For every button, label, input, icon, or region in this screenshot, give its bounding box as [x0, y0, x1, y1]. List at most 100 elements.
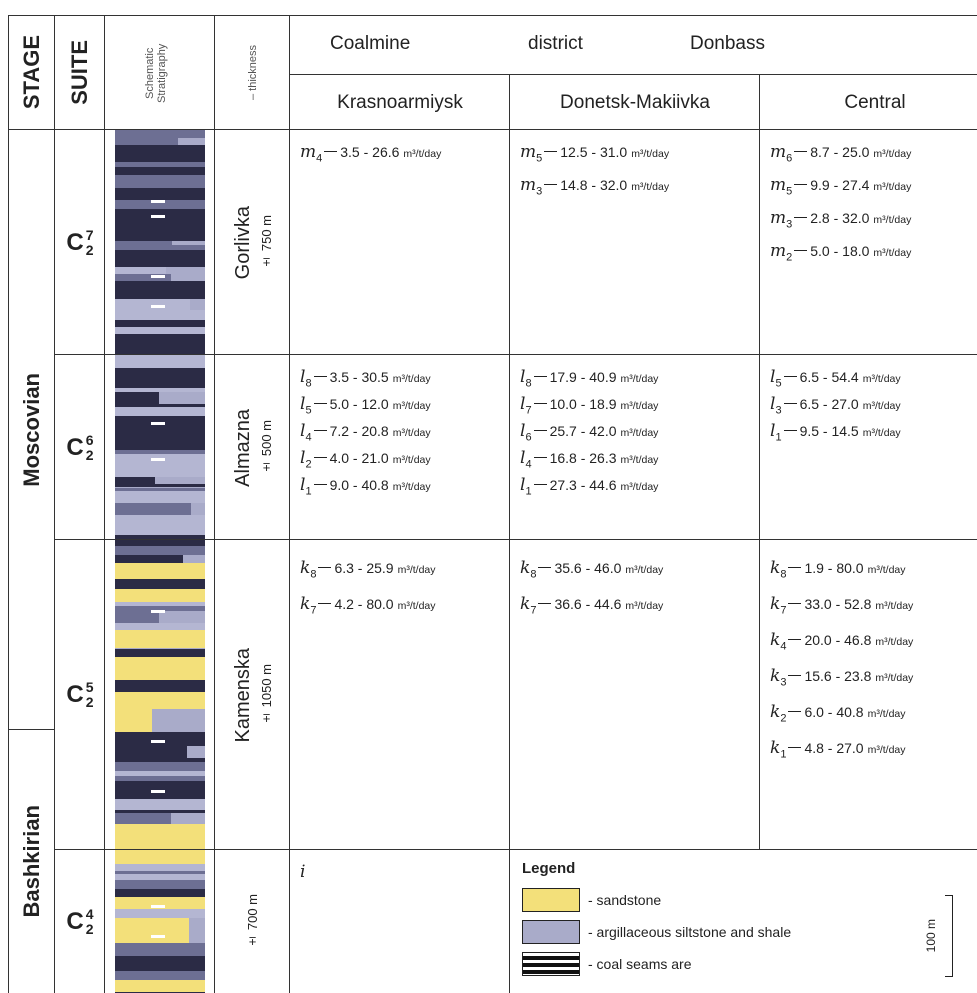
seam: m4	[300, 142, 322, 164]
range: 35.6 - 46.0	[554, 560, 621, 576]
suite-sup: 6	[86, 433, 94, 448]
legend-label: - argillaceous siltstone and shale	[588, 924, 791, 940]
suite-sub: 2	[86, 448, 94, 463]
range: 7.2 - 20.8	[330, 423, 389, 439]
unit: m³/t/day	[625, 600, 663, 612]
suite-base: C	[66, 908, 83, 936]
schematic-cell	[105, 130, 215, 355]
seam: l8	[300, 367, 312, 389]
seam-entry: l127.3 - 44.6m³/t/day	[520, 475, 658, 497]
unit: m³/t/day	[873, 181, 911, 193]
suite-symbol: C42	[55, 850, 105, 993]
seam-entry: l47.2 - 20.8m³/t/day	[300, 421, 431, 443]
data-cell	[290, 850, 510, 993]
range: 3.5 - 26.6	[340, 144, 399, 160]
thickness-wrap: ± 700 m	[215, 850, 290, 993]
schematic-label-wrap: Schematic Stratigraphy	[105, 15, 215, 130]
seam: k1	[770, 738, 786, 760]
dash	[794, 151, 807, 152]
legend-swatch	[522, 888, 580, 912]
seam-entry: k315.6 - 23.8m³/t/day	[770, 666, 913, 688]
seam-index: 7	[310, 604, 316, 616]
seam-index: 7	[780, 604, 786, 616]
dash	[534, 403, 547, 404]
seam-index: 8	[530, 568, 536, 580]
seam-index: 3	[780, 676, 786, 688]
seam-index: 7	[525, 404, 531, 416]
seam-entry: k736.6 - 44.6m³/t/day	[520, 594, 663, 616]
suite-sub: 2	[86, 922, 94, 937]
seam-index: 2	[305, 458, 311, 470]
range: 12.5 - 31.0	[560, 144, 627, 160]
seam-entry: k26.0 - 40.8m³/t/day	[770, 702, 906, 724]
legend-label: - coal seams are	[588, 956, 691, 972]
range: 20.0 - 46.8	[804, 632, 871, 648]
stage-label-wrap: STAGE	[8, 15, 55, 130]
range: 16.8 - 26.3	[550, 450, 617, 466]
district-title: district	[528, 33, 583, 55]
seam: k7	[300, 594, 316, 616]
stage-name-wrap: Moscovian	[8, 130, 55, 730]
dash	[538, 567, 551, 568]
district-title: Donbass	[690, 33, 765, 55]
range: 4.0 - 21.0	[330, 450, 389, 466]
seam-index: 7	[530, 604, 536, 616]
seam-entry: l710.0 - 18.9m³/t/day	[520, 394, 658, 416]
seam-index: 3	[536, 185, 542, 197]
seam-index: 2	[780, 712, 786, 724]
seam-entry: l416.8 - 26.3m³/t/day	[520, 448, 658, 470]
seam-index: 4	[305, 431, 311, 443]
dash	[544, 184, 557, 185]
seam: k2	[770, 702, 786, 724]
schematic-cell	[105, 540, 215, 850]
dash	[784, 403, 797, 404]
legend-swatch	[522, 920, 580, 944]
seam-entry: m512.5 - 31.0m³/t/day	[520, 142, 669, 164]
dash	[534, 430, 547, 431]
dash	[314, 430, 327, 431]
seam-entry: l2 4.0 - 21.0 m³/t/day	[300, 448, 431, 470]
seam-entry: l817.9 - 40.9m³/t/day	[520, 367, 658, 389]
seam-index: 5	[775, 377, 781, 389]
stratigraphy-table: STAGESUITESchematic Stratigraphy– thickn…	[0, 0, 977, 993]
range: 3.5 - 30.5	[330, 369, 389, 385]
dash	[788, 675, 801, 676]
unit: m³/t/day	[631, 181, 669, 193]
seam-entry: l83.5 - 30.5m³/t/day	[300, 367, 431, 389]
seam: k4	[770, 630, 786, 652]
dash	[788, 747, 801, 748]
seam-index: 5	[536, 152, 542, 164]
seam-index: 8	[310, 568, 316, 580]
unit: m³/t/day	[873, 148, 911, 160]
unit: m³/t/day	[403, 148, 441, 160]
range: 8.7 - 25.0	[810, 144, 869, 160]
dash	[314, 376, 327, 377]
range: 25.7 - 42.0	[550, 423, 617, 439]
unit: m³/t/day	[875, 600, 913, 612]
range: 5.0 - 12.0	[330, 396, 389, 412]
range: 5.0 - 18.0	[810, 243, 869, 259]
suite-label-wrap: SUITE	[55, 15, 105, 130]
suite-sup: 5	[86, 680, 94, 695]
unit: m³/t/day	[393, 454, 431, 466]
seam: l2	[300, 448, 312, 470]
range: 9.5 - 14.5	[800, 423, 859, 439]
dash	[318, 603, 331, 604]
thickness-wrap: Kamenska± 1050 m	[215, 540, 290, 850]
unit: m³/t/day	[631, 148, 669, 160]
unit: m³/t/day	[873, 214, 911, 226]
seam-entry: l56.5 - 54.4m³/t/day	[770, 367, 901, 389]
range: 15.6 - 23.8	[804, 668, 871, 684]
unit: m³/t/day	[621, 400, 659, 412]
seam-entry: i	[300, 862, 305, 882]
column-title: Krasnoarmiysk	[290, 75, 510, 130]
seam-entry: l19.0 - 40.8m³/t/day	[300, 475, 431, 497]
legend-cell	[510, 850, 977, 993]
dash	[534, 457, 547, 458]
legend-title: Legend	[522, 860, 575, 877]
